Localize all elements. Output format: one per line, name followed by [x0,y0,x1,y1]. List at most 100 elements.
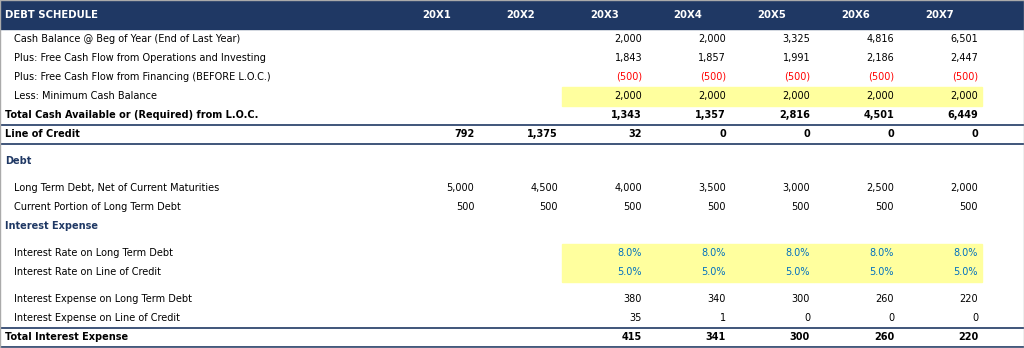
Bar [730,244,814,263]
Text: 1,991: 1,991 [782,53,810,63]
Bar [646,87,730,106]
Text: Long Term Debt, Net of Current Maturities: Long Term Debt, Net of Current Maturitie… [14,183,219,193]
Text: 792: 792 [454,129,474,140]
Text: 0: 0 [888,129,894,140]
Bar [730,263,814,282]
Bar [562,244,646,263]
Text: 2,000: 2,000 [950,91,978,101]
Text: 5.0%: 5.0% [617,267,642,277]
Text: 8.0%: 8.0% [785,248,810,258]
Text: 340: 340 [708,294,726,304]
Text: 415: 415 [622,332,642,342]
Text: 1: 1 [720,313,726,323]
Text: 2,000: 2,000 [698,34,726,44]
Text: (500): (500) [700,72,726,82]
Text: 5.0%: 5.0% [701,267,726,277]
Text: 4,501: 4,501 [863,110,894,120]
Text: 20X2: 20X2 [506,10,535,20]
Text: 0: 0 [804,129,810,140]
Text: Plus: Free Cash Flow from Operations and Investing: Plus: Free Cash Flow from Operations and… [14,53,266,63]
Text: DEBT SCHEDULE: DEBT SCHEDULE [5,10,98,20]
Text: 1,357: 1,357 [695,110,726,120]
Text: 2,816: 2,816 [779,110,810,120]
Text: 20X4: 20X4 [674,10,702,20]
Text: 2,000: 2,000 [782,91,810,101]
Text: 3,000: 3,000 [782,183,810,193]
Bar [898,244,982,263]
Text: (500): (500) [616,72,642,82]
Text: 0: 0 [972,313,978,323]
Text: 3,325: 3,325 [782,34,810,44]
Text: Current Portion of Long Term Debt: Current Portion of Long Term Debt [14,202,181,212]
Text: 2,000: 2,000 [614,34,642,44]
Text: 5.0%: 5.0% [785,267,810,277]
Text: 0: 0 [972,129,978,140]
Bar [898,263,982,282]
Text: 5.0%: 5.0% [953,267,978,277]
Text: 500: 500 [456,202,474,212]
Text: 1,343: 1,343 [611,110,642,120]
Text: 20X1: 20X1 [422,10,451,20]
Text: 8.0%: 8.0% [701,248,726,258]
Text: 8.0%: 8.0% [953,248,978,258]
Text: 2,000: 2,000 [950,183,978,193]
Bar [0,1,1024,29]
Text: 20X7: 20X7 [926,10,954,20]
Text: 2,000: 2,000 [698,91,726,101]
Bar [562,87,646,106]
Text: 32: 32 [629,129,642,140]
Text: 2,000: 2,000 [614,91,642,101]
Text: 20X3: 20X3 [590,10,618,20]
Text: 260: 260 [873,332,894,342]
Text: Interest Expense: Interest Expense [5,221,98,231]
Text: (500): (500) [784,72,810,82]
Bar [814,87,898,106]
Text: Plus: Free Cash Flow from Financing (BEFORE L.O.C.): Plus: Free Cash Flow from Financing (BEF… [14,72,270,82]
Text: 1,375: 1,375 [527,129,558,140]
Text: 380: 380 [624,294,642,304]
Text: Interest Expense on Line of Credit: Interest Expense on Line of Credit [14,313,180,323]
Text: Total Interest Expense: Total Interest Expense [5,332,128,342]
Text: 1,857: 1,857 [698,53,726,63]
Text: Interest Rate on Long Term Debt: Interest Rate on Long Term Debt [14,248,173,258]
Text: 4,000: 4,000 [614,183,642,193]
Text: Total Cash Available or (Required) from L.O.C.: Total Cash Available or (Required) from … [5,110,258,120]
Text: Interest Expense on Long Term Debt: Interest Expense on Long Term Debt [14,294,193,304]
Text: 500: 500 [540,202,558,212]
Text: 6,501: 6,501 [950,34,978,44]
Text: 0: 0 [888,313,894,323]
Text: 1,843: 1,843 [614,53,642,63]
Text: Less: Minimum Cash Balance: Less: Minimum Cash Balance [14,91,157,101]
Text: 8.0%: 8.0% [869,248,894,258]
Text: 500: 500 [959,202,978,212]
Text: 500: 500 [792,202,810,212]
Text: Debt: Debt [5,156,32,166]
Text: 4,500: 4,500 [530,183,558,193]
Bar [898,87,982,106]
Text: 260: 260 [876,294,894,304]
Text: Line of Credit: Line of Credit [5,129,80,140]
Text: 2,500: 2,500 [866,183,894,193]
Text: 220: 220 [957,332,978,342]
Text: 0: 0 [804,313,810,323]
Bar [814,263,898,282]
Text: 300: 300 [792,294,810,304]
Text: 2,000: 2,000 [866,91,894,101]
Text: 341: 341 [706,332,726,342]
Text: Interest Rate on Line of Credit: Interest Rate on Line of Credit [14,267,161,277]
Text: 2,186: 2,186 [866,53,894,63]
Text: 5.0%: 5.0% [869,267,894,277]
Text: 35: 35 [630,313,642,323]
Text: 20X5: 20X5 [758,10,786,20]
Text: 8.0%: 8.0% [617,248,642,258]
Text: (500): (500) [952,72,978,82]
Bar [814,244,898,263]
Text: 220: 220 [959,294,978,304]
Text: 500: 500 [876,202,894,212]
Bar [646,244,730,263]
Text: 3,500: 3,500 [698,183,726,193]
Text: 2,447: 2,447 [950,53,978,63]
Text: 300: 300 [790,332,810,342]
Text: (500): (500) [868,72,894,82]
Text: 20X6: 20X6 [842,10,870,20]
